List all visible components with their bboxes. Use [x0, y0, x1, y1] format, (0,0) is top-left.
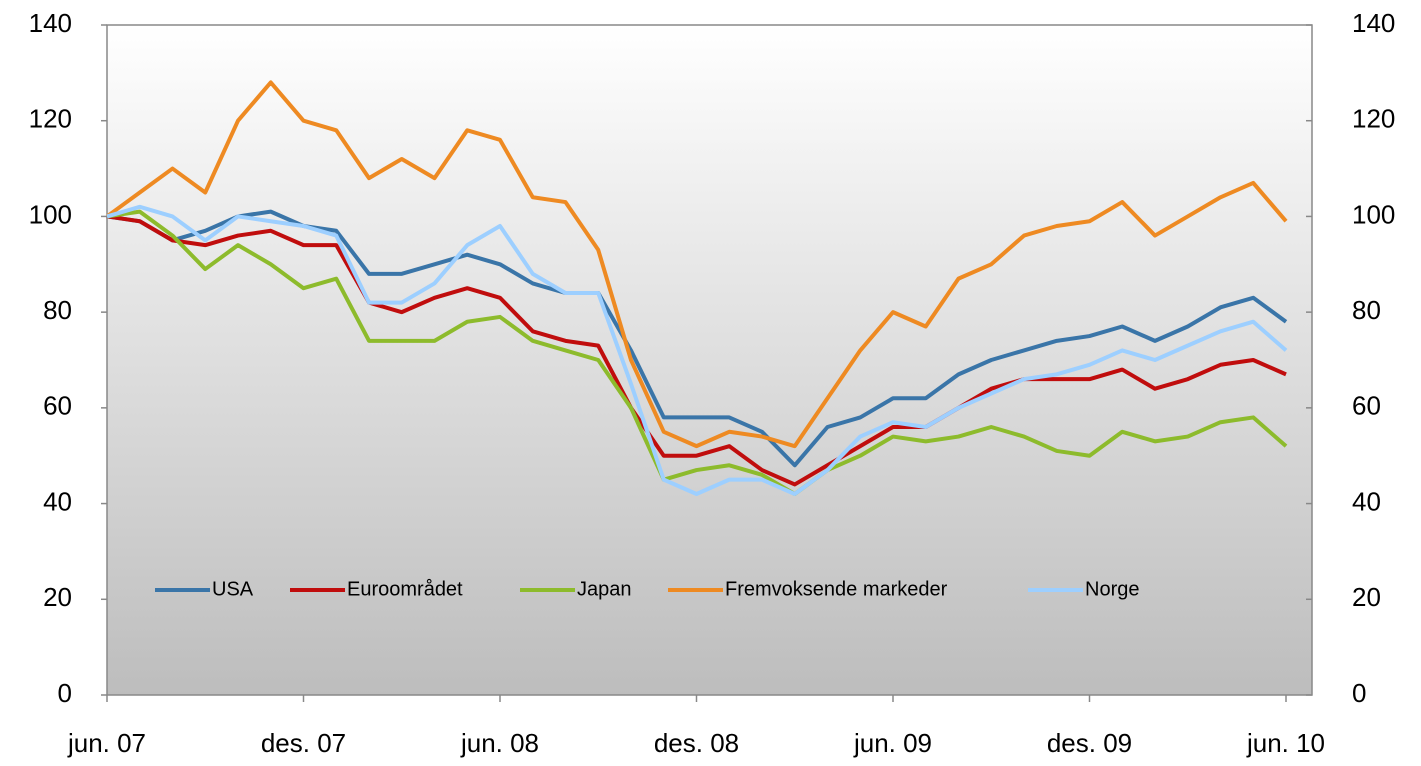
x-tick-label: des. 08	[654, 728, 739, 758]
x-tick-label: jun. 09	[853, 728, 932, 758]
y2-tick-label: 140	[1352, 8, 1395, 38]
series-line	[106, 204, 1288, 496]
x-tick-label: jun. 10	[1246, 728, 1325, 758]
series-line	[105, 80, 1288, 449]
x-tick-label: des. 07	[261, 728, 346, 758]
x-tick-label: jun. 08	[460, 728, 539, 758]
y2-tick-label: 20	[1352, 582, 1381, 612]
y2-tick-label: 100	[1352, 199, 1395, 229]
y2-tick-label: 60	[1352, 391, 1381, 421]
x-tick-label: jun. 07	[67, 728, 146, 758]
y-tick-label: 140	[29, 8, 72, 38]
y-tick-label: 20	[43, 582, 72, 612]
y2-tick-label: 80	[1352, 295, 1381, 325]
y-tick-label: 120	[29, 104, 72, 134]
y2-tick-label: 40	[1352, 486, 1381, 516]
y2-tick-label: 120	[1352, 104, 1395, 134]
y-tick-label: 60	[43, 391, 72, 421]
y-tick-label: 80	[43, 295, 72, 325]
legend-label: USA	[212, 578, 254, 600]
y-tick-label: 100	[29, 199, 72, 229]
series-line	[106, 214, 1287, 487]
legend-label: Japan	[577, 578, 632, 600]
legend-label: Norge	[1085, 578, 1139, 600]
legend-label: Euroområdet	[347, 578, 463, 600]
y2-tick-label: 0	[1352, 678, 1366, 708]
legend-label: Fremvoksende markeder	[725, 578, 948, 600]
y-tick-label: 0	[58, 678, 72, 708]
x-tick-label: des. 09	[1047, 728, 1132, 758]
plot-area	[106, 24, 1313, 696]
y-tick-label: 40	[43, 486, 72, 516]
series-line	[106, 209, 1288, 496]
